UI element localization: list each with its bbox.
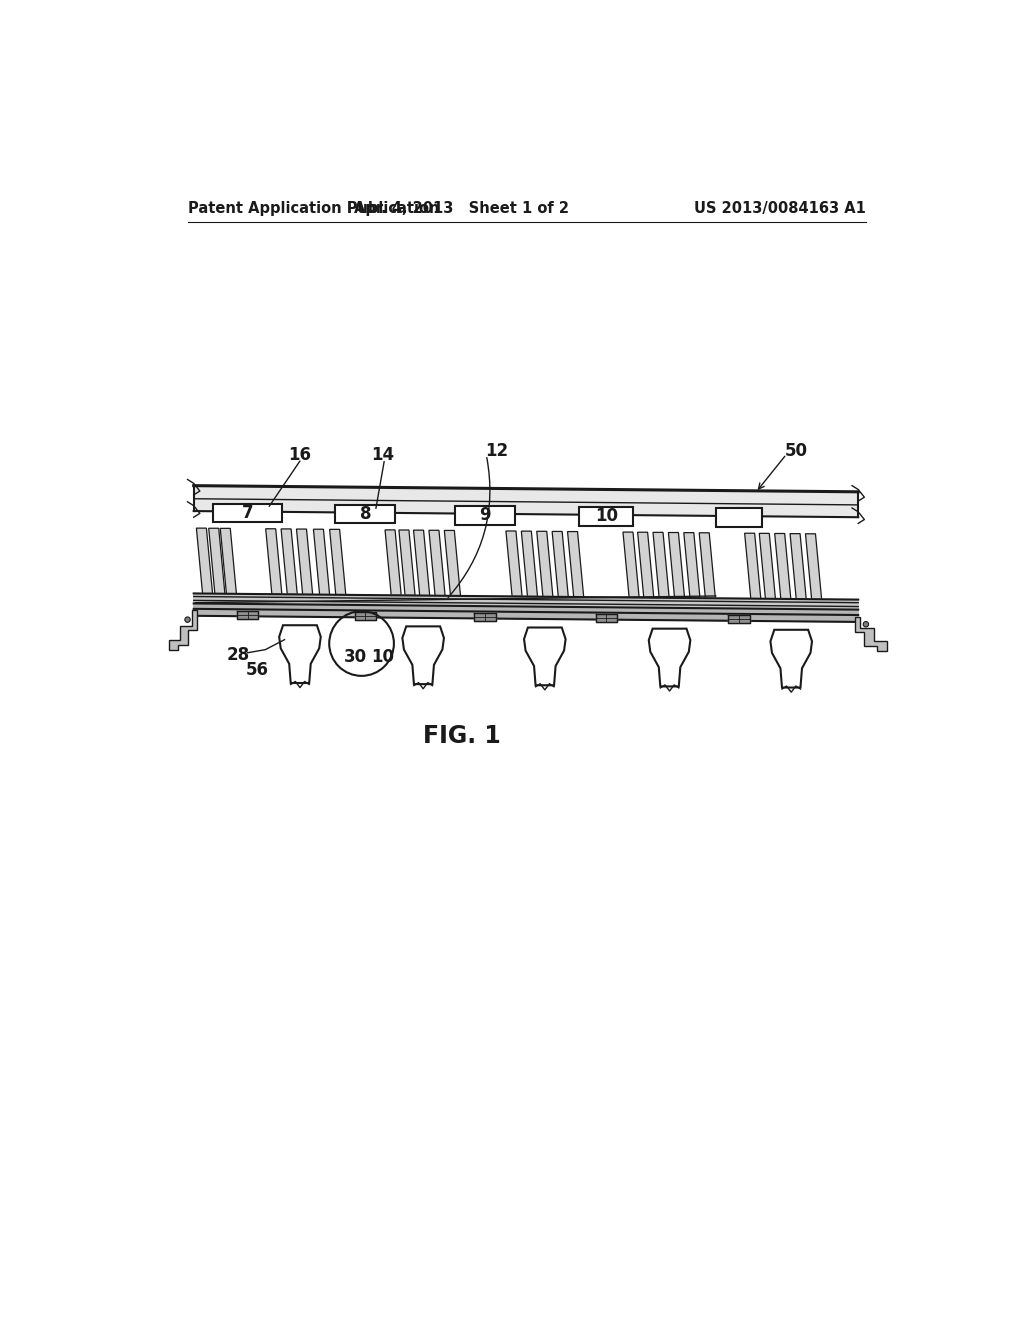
Polygon shape: [506, 531, 522, 597]
Polygon shape: [596, 614, 617, 622]
Text: 7: 7: [242, 504, 253, 523]
Polygon shape: [669, 532, 685, 598]
Text: Apr. 4, 2013   Sheet 1 of 2: Apr. 4, 2013 Sheet 1 of 2: [354, 201, 569, 216]
Polygon shape: [265, 529, 282, 594]
Polygon shape: [414, 531, 430, 595]
Bar: [213, 504, 283, 523]
Polygon shape: [791, 533, 806, 599]
Polygon shape: [638, 532, 653, 598]
Polygon shape: [297, 529, 312, 594]
Text: 28: 28: [226, 645, 250, 664]
Text: 8: 8: [359, 506, 371, 523]
Text: 9: 9: [479, 507, 490, 524]
Text: 56: 56: [246, 661, 269, 680]
Polygon shape: [855, 616, 888, 651]
Polygon shape: [385, 529, 401, 595]
Polygon shape: [280, 626, 321, 682]
Polygon shape: [806, 533, 821, 599]
Polygon shape: [282, 529, 297, 594]
Text: 50: 50: [785, 442, 808, 459]
Polygon shape: [194, 603, 858, 622]
Bar: [336, 506, 395, 524]
Text: FIG. 1: FIG. 1: [423, 723, 501, 748]
Bar: [580, 507, 634, 525]
Polygon shape: [209, 528, 225, 594]
Polygon shape: [237, 611, 258, 619]
Circle shape: [863, 622, 868, 627]
Polygon shape: [197, 528, 213, 594]
Text: 10: 10: [595, 507, 617, 525]
Polygon shape: [169, 610, 197, 651]
Bar: [716, 508, 762, 527]
Polygon shape: [330, 529, 346, 595]
Polygon shape: [194, 486, 858, 517]
Polygon shape: [444, 531, 461, 595]
Polygon shape: [399, 531, 415, 595]
Circle shape: [185, 616, 190, 622]
Text: 10: 10: [372, 648, 394, 667]
Polygon shape: [552, 532, 568, 597]
Text: 12: 12: [484, 442, 508, 459]
Polygon shape: [567, 532, 584, 597]
Polygon shape: [653, 532, 669, 598]
Polygon shape: [684, 533, 700, 598]
Polygon shape: [429, 531, 445, 595]
Polygon shape: [537, 531, 553, 597]
Polygon shape: [402, 627, 444, 684]
Text: 16: 16: [289, 446, 311, 463]
Polygon shape: [521, 531, 538, 597]
Polygon shape: [623, 532, 639, 598]
Text: 30: 30: [344, 648, 367, 667]
Polygon shape: [354, 612, 376, 619]
Polygon shape: [759, 533, 775, 599]
Text: 14: 14: [372, 446, 394, 463]
Bar: [455, 506, 515, 524]
Polygon shape: [770, 630, 812, 688]
Polygon shape: [194, 594, 858, 615]
Polygon shape: [775, 533, 791, 599]
Text: Patent Application Publication: Patent Application Publication: [188, 201, 440, 216]
Polygon shape: [474, 612, 496, 620]
Polygon shape: [649, 628, 690, 686]
Polygon shape: [699, 533, 716, 598]
Polygon shape: [524, 627, 565, 685]
Polygon shape: [744, 533, 761, 599]
Text: US 2013/0084163 A1: US 2013/0084163 A1: [694, 201, 866, 216]
Polygon shape: [220, 528, 237, 594]
Polygon shape: [728, 615, 750, 623]
Polygon shape: [313, 529, 330, 595]
